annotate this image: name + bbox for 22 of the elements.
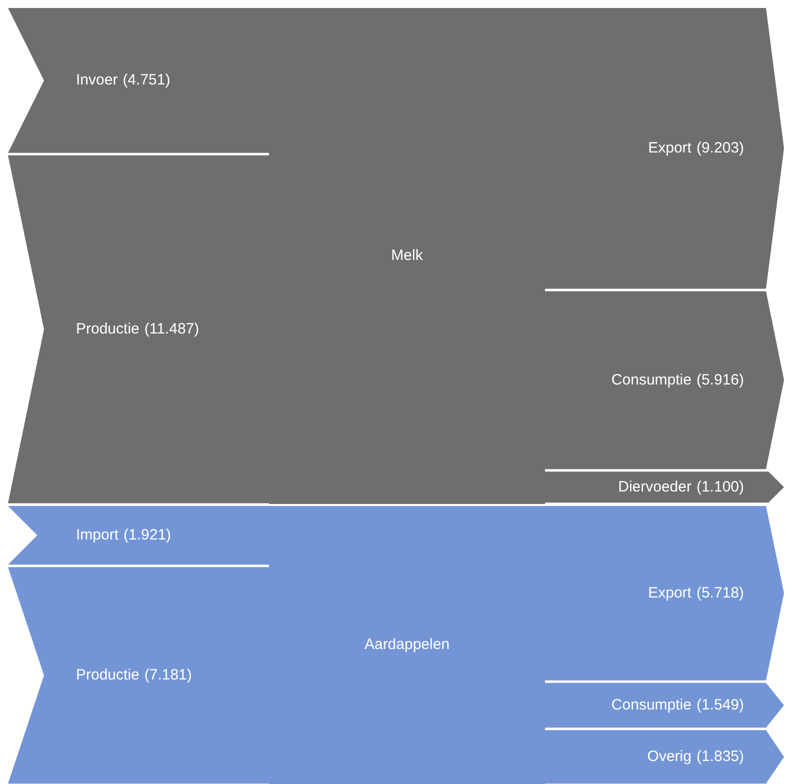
data-label: (5.916) <box>696 371 744 388</box>
data-label: (1.921) <box>124 526 172 544</box>
category-label: Export <box>648 584 692 602</box>
data-label: (1.835) <box>696 748 744 766</box>
category-label: Invoer <box>76 72 118 89</box>
data-label: (7.181) <box>144 666 192 684</box>
data-label: (9.203) <box>696 139 744 156</box>
data-label: (5.718) <box>696 584 744 602</box>
category-label: Consumptie <box>611 696 692 714</box>
category-label: Diervoeder <box>618 478 692 496</box>
category-label: Productie <box>76 666 140 684</box>
category-label: Consumptie <box>611 371 692 388</box>
category-label: Import <box>76 526 120 544</box>
category-label: Productie <box>76 320 140 338</box>
category-label: Export <box>648 139 692 156</box>
data-label: (1.549) <box>696 696 744 714</box>
text: Melk <box>391 247 424 264</box>
text: Aardappelen <box>364 636 450 654</box>
data-label: (4.751) <box>122 72 170 89</box>
data-label: (1.100) <box>696 478 744 496</box>
category-label: Overig <box>647 748 692 766</box>
data-label: (11.487) <box>144 320 200 338</box>
